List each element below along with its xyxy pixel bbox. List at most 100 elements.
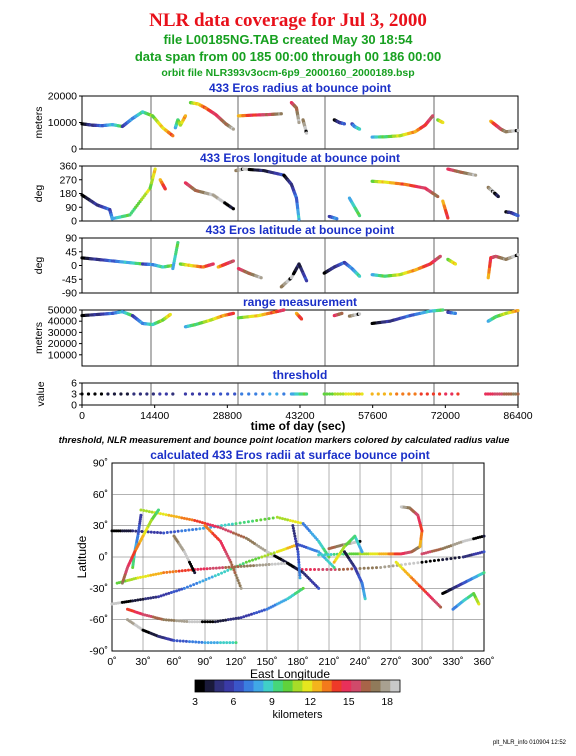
time-series-panels: 433 Eros radius at bounce point010000200… [33, 81, 533, 433]
map-point [182, 586, 186, 590]
map-point [247, 559, 251, 563]
map-point [358, 552, 362, 556]
colorbar-swatch [331, 680, 342, 692]
orbit-line: orbit file NLR393v3ocm-6p9_2000160_20001… [161, 67, 414, 79]
data-series [289, 101, 301, 125]
map-point [237, 581, 241, 585]
data-point [495, 392, 499, 396]
map-point [323, 553, 327, 557]
map-point [157, 595, 160, 599]
map-point [175, 619, 179, 623]
colorbar-swatch [321, 680, 332, 692]
map-track [126, 618, 238, 645]
data-point [511, 392, 515, 396]
colorbar-swatch [360, 680, 372, 692]
map-point [231, 531, 235, 535]
map-point [225, 641, 229, 645]
map-point [439, 605, 443, 609]
map-point [198, 527, 202, 531]
map-point [193, 620, 197, 624]
map-point [131, 599, 135, 603]
map-point [154, 595, 158, 599]
map-point [317, 568, 321, 572]
map-point [227, 523, 231, 527]
data-series [130, 312, 172, 327]
y-tick-label: 360 [59, 161, 77, 173]
map-point [172, 590, 176, 594]
y-tick-label: 30000 [48, 327, 77, 339]
data-point [370, 392, 374, 396]
map-point [403, 562, 407, 566]
map-point [283, 561, 287, 565]
data-point [516, 253, 520, 257]
map-x-tick-label: 270˚ [380, 656, 401, 668]
y-tick-label: 20000 [48, 91, 77, 103]
map-point [211, 566, 215, 570]
map-point [223, 523, 227, 527]
data-point [516, 392, 520, 396]
map-point [341, 567, 345, 571]
data-point [441, 308, 445, 312]
map-point [184, 639, 188, 643]
map-point [412, 561, 416, 565]
map-point [238, 521, 242, 525]
map-point [138, 575, 142, 579]
map-point [176, 529, 180, 533]
map-point [269, 552, 273, 556]
map-point [154, 572, 158, 576]
data-point [514, 392, 518, 396]
map-y-tick-label: -60˚ [89, 614, 108, 626]
panel-5: threshold 036 value 0 14400 28800 43200 57600 72… [35, 368, 533, 433]
map-y-axis-label: Latitude [75, 535, 89, 578]
map-point [226, 529, 230, 533]
map-point [165, 531, 169, 535]
y-axis-label: deg [33, 257, 45, 275]
data-point [486, 392, 490, 396]
map-point [141, 597, 145, 601]
data-point [453, 311, 458, 315]
data-series [148, 167, 157, 190]
map-point [291, 524, 295, 528]
data-series [80, 193, 112, 212]
data-point [360, 392, 364, 396]
map-point [208, 566, 212, 570]
data-point [342, 122, 347, 126]
map-point [162, 593, 166, 597]
map-point [296, 555, 300, 559]
map-point [299, 521, 303, 525]
map-point [252, 564, 256, 568]
panel-title: range measurement [243, 295, 357, 309]
map-point [167, 591, 171, 595]
map-point [297, 568, 301, 572]
map-point [140, 530, 144, 534]
map-point [195, 519, 199, 523]
map-point [260, 555, 264, 559]
map-point [255, 563, 259, 567]
map-point [136, 598, 140, 602]
map-point [325, 568, 329, 572]
map-point [162, 618, 166, 622]
data-point [164, 392, 168, 396]
data-series [489, 119, 520, 134]
data-point [211, 392, 216, 396]
data-series [80, 256, 145, 266]
map-point [286, 518, 290, 522]
data-point [197, 392, 202, 396]
map-point [188, 640, 191, 644]
map-point [453, 556, 457, 560]
data-series [486, 253, 520, 280]
colorbar-tick-label: 3 [192, 696, 198, 708]
map-point [482, 571, 486, 575]
data-point [254, 392, 258, 396]
file-line: file L00185NG.TAB created May 30 18:54 [163, 32, 413, 47]
map-point [226, 618, 230, 622]
map-point [266, 553, 270, 557]
map-point [150, 510, 154, 514]
map-point [297, 563, 301, 567]
map-point [177, 588, 181, 592]
map-point [233, 571, 237, 575]
map-point [255, 518, 259, 522]
map-point [263, 554, 267, 558]
map-point [149, 596, 153, 600]
map-point [234, 573, 238, 577]
